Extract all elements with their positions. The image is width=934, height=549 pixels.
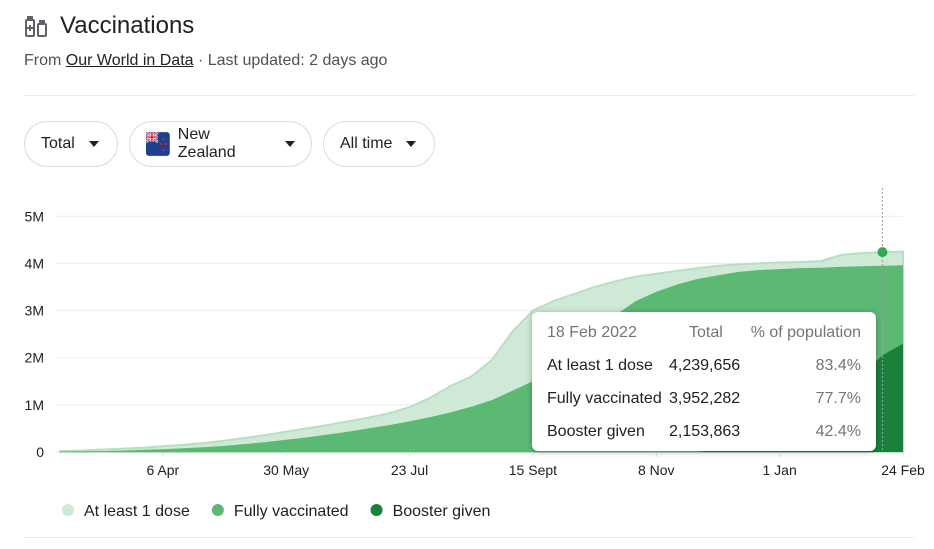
x-tick-label: 15 Sept: [509, 462, 557, 478]
tooltip-percent: 83.4%: [815, 357, 861, 374]
x-tick-label: 8 Nov: [638, 462, 675, 478]
legend-swatch: [370, 504, 383, 516]
caret: [285, 141, 296, 147]
tooltip-row-name: At least 1 dose: [547, 357, 653, 374]
tooltip-row-name: Fully vaccinated: [547, 390, 662, 407]
tooltip-header: % of population: [750, 324, 861, 341]
tooltip-percent: 77.7%: [815, 390, 861, 407]
x-tick-label: 6 Apr: [146, 462, 179, 478]
hover-point: [877, 247, 888, 258]
filter-label: New Zealand: [177, 126, 236, 161]
legend-swatch: [211, 504, 224, 516]
y-tick-label: 2M: [25, 350, 44, 366]
source-link[interactable]: Our World in Data: [65, 52, 194, 69]
x-tick-label: 30 May: [263, 462, 309, 478]
tooltip-header: Total: [689, 324, 723, 341]
vaccine-icon: [25, 16, 47, 37]
source-prefix: From: [24, 52, 62, 69]
tooltip-row-name: Booster given: [547, 423, 645, 440]
title: Vaccinations: [60, 12, 195, 39]
y-tick-label: 5M: [25, 208, 44, 224]
tooltip-percent: 42.4%: [815, 423, 861, 440]
tooltip-total: 2,153,863: [669, 423, 741, 440]
caret: [88, 141, 99, 147]
legend-label: At least 1 dose: [84, 503, 190, 520]
filter-label: All time: [340, 135, 393, 152]
metric-filter[interactable]: Total: [24, 121, 118, 167]
tooltip-total: 3,952,282: [669, 390, 741, 407]
x-tick-label: 24 Feb: [881, 462, 925, 478]
legend-label: Fully vaccinated: [234, 503, 349, 520]
x-tick-label: 1 Jan: [763, 462, 797, 478]
updated: · Last updated: 2 days ago: [197, 52, 388, 69]
legend-label: Booster given: [393, 503, 491, 520]
tooltip-date: 18 Feb 2022: [547, 324, 637, 341]
divider: [24, 95, 914, 96]
filter-label: Total: [41, 135, 75, 152]
y-tick-label: 0: [36, 444, 44, 460]
legend-swatch: [62, 504, 74, 516]
tooltip: 18 Feb 2022 Total % of population At lea…: [532, 312, 876, 451]
y-tick-label: 4M: [25, 255, 44, 271]
flag: [146, 132, 170, 156]
y-tick-label: 1M: [25, 397, 44, 413]
tooltip-total: 4,239,656: [669, 357, 741, 374]
divider: [24, 537, 914, 538]
x-tick-label: 23 Jul: [391, 462, 428, 478]
source-line: From Our World in Data · Last updated: 2…: [24, 52, 387, 70]
caret: [406, 141, 417, 147]
range-filter[interactable]: All time: [323, 121, 435, 167]
y-tick-label: 3M: [25, 303, 44, 319]
region-filter[interactable]: New Zealand: [129, 121, 312, 167]
